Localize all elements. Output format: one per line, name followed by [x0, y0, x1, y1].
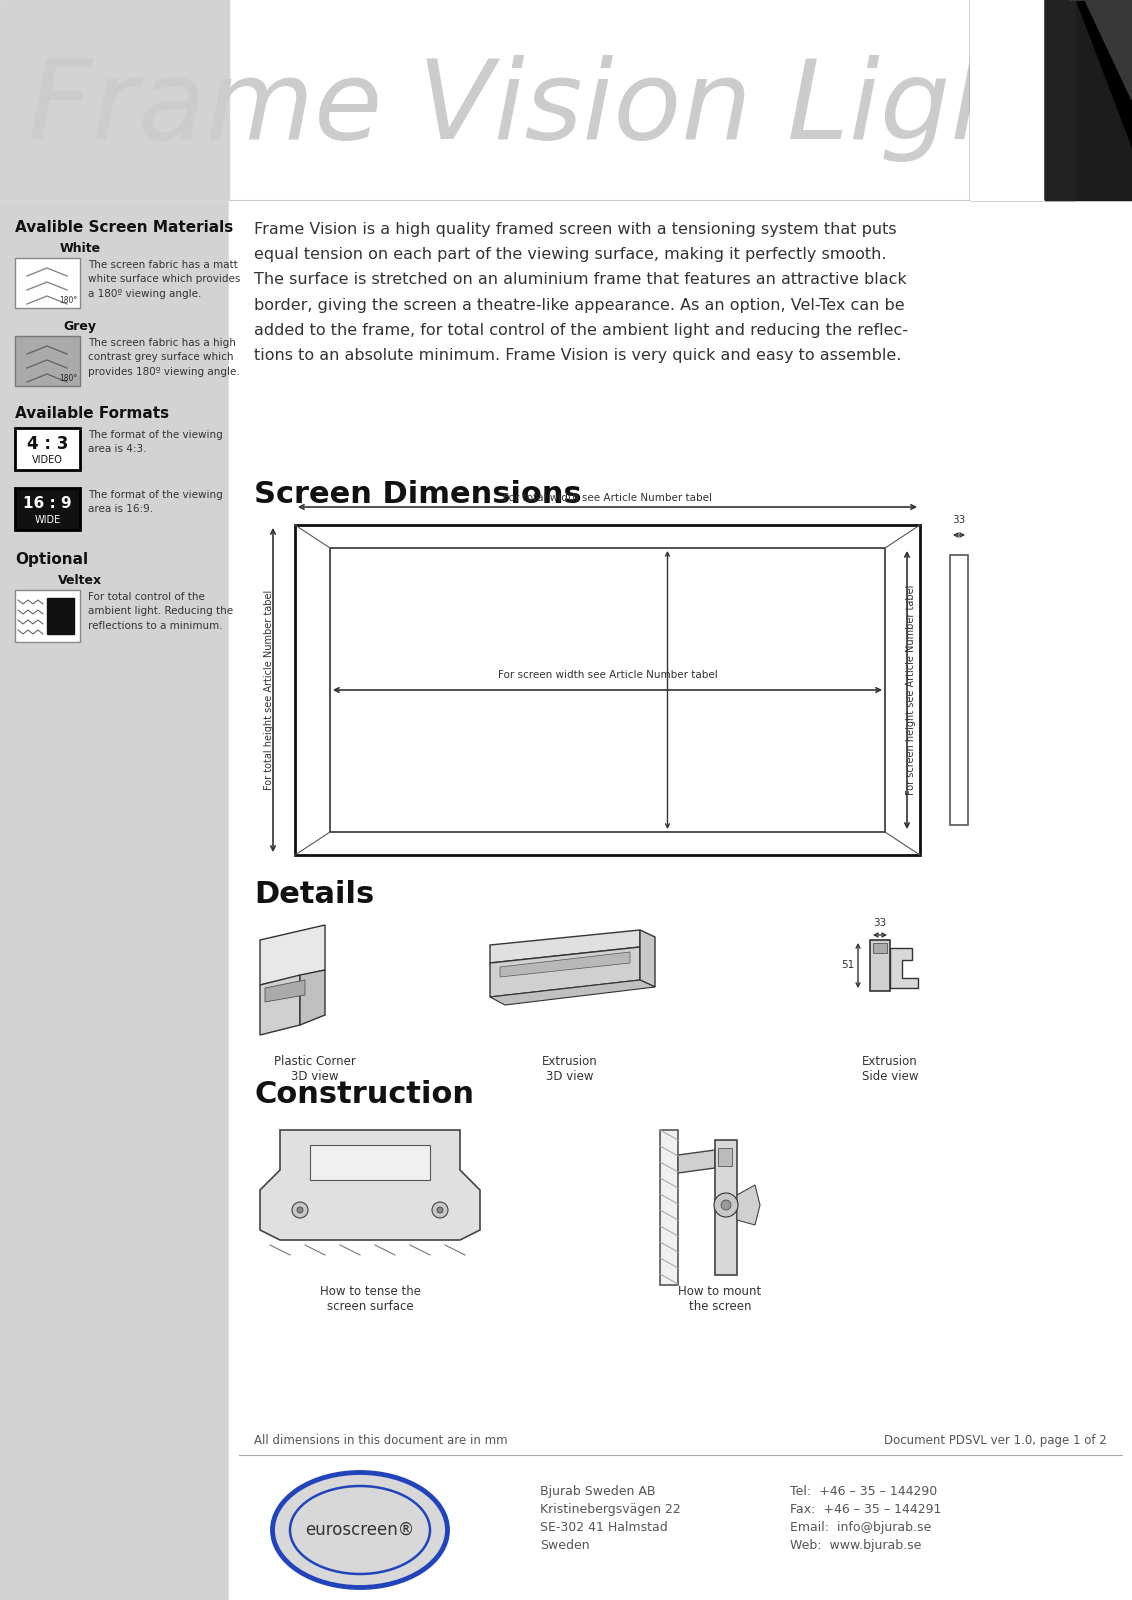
Polygon shape [1045, 0, 1075, 200]
Text: euroscreen®: euroscreen® [306, 1522, 414, 1539]
Text: Construction: Construction [254, 1080, 474, 1109]
Bar [871, 939, 890, 990]
Bar [331, 547, 885, 832]
Text: For screen height see Article Number tabel: For screen height see Article Number tab… [906, 586, 916, 795]
Text: Grey: Grey [63, 320, 96, 333]
Ellipse shape [273, 1472, 447, 1587]
Bar [48, 598, 74, 634]
Bar [15, 336, 80, 386]
Polygon shape [970, 0, 1045, 200]
Text: 33: 33 [874, 918, 886, 928]
Text: Email:  info@bjurab.se: Email: info@bjurab.se [790, 1522, 932, 1534]
Text: Screen Dimensions: Screen Dimensions [254, 480, 582, 509]
Polygon shape [490, 930, 640, 963]
Text: Extrusion
Side view: Extrusion Side view [861, 1054, 918, 1083]
Text: For screen width see Article Number tabel: For screen width see Article Number tabe… [498, 670, 718, 680]
Text: Details: Details [254, 880, 375, 909]
Text: White: White [60, 242, 101, 254]
Bar [0, 0, 1132, 200]
Polygon shape [260, 1130, 480, 1240]
Circle shape [714, 1194, 738, 1218]
Circle shape [432, 1202, 448, 1218]
Text: Frame Vision is a high quality framed screen with a tensioning system that puts
: Frame Vision is a high quality framed sc… [254, 222, 908, 363]
Bar [873, 942, 887, 954]
Text: How to mount
the screen: How to mount the screen [678, 1285, 762, 1314]
Text: Bjurab Sweden AB: Bjurab Sweden AB [540, 1485, 655, 1498]
Polygon shape [640, 930, 655, 987]
Text: 4 : 3: 4 : 3 [27, 435, 68, 453]
Text: 16 : 9: 16 : 9 [23, 496, 71, 512]
Bar [15, 427, 80, 470]
Text: WIDE: WIDE [34, 515, 61, 525]
Bar [950, 555, 968, 826]
Polygon shape [260, 974, 300, 1035]
Polygon shape [1045, 0, 1132, 200]
Text: Plastic Corner
3D view: Plastic Corner 3D view [274, 1054, 355, 1083]
Polygon shape [490, 947, 640, 997]
Text: All dimensions in this document are in mm: All dimensions in this document are in m… [254, 1434, 507, 1446]
Bar [970, 0, 1132, 200]
Bar [715, 1139, 737, 1275]
Text: How to tense the
screen surface: How to tense the screen surface [319, 1285, 420, 1314]
Text: 180°: 180° [59, 374, 77, 382]
Polygon shape [265, 979, 305, 1002]
Circle shape [721, 1200, 731, 1210]
Polygon shape [678, 1150, 715, 1173]
Bar [229, 0, 1132, 1600]
Text: VIDEO: VIDEO [32, 454, 63, 466]
Bar [0, 0, 229, 1600]
Bar [0, 0, 229, 200]
Text: Kristinebergsvägen 22: Kristinebergsvägen 22 [540, 1502, 680, 1517]
Text: The format of the viewing
area is 16:9.: The format of the viewing area is 16:9. [88, 490, 223, 515]
Text: Avalible Screen Materials: Avalible Screen Materials [15, 219, 233, 235]
Text: 51: 51 [841, 960, 855, 970]
Circle shape [297, 1206, 303, 1213]
Text: SE-302 41 Halmstad: SE-302 41 Halmstad [540, 1522, 668, 1534]
Polygon shape [500, 952, 631, 978]
Bar [660, 1130, 678, 1285]
Text: For total control of the
ambient light. Reducing the
reflections to a minimum.: For total control of the ambient light. … [88, 592, 233, 630]
Polygon shape [737, 1186, 760, 1226]
Text: Sweden: Sweden [540, 1539, 590, 1552]
Text: 180°: 180° [59, 296, 77, 306]
Bar [15, 488, 80, 530]
Text: Document PDSVL ver 1.0, page 1 of 2: Document PDSVL ver 1.0, page 1 of 2 [884, 1434, 1107, 1446]
Polygon shape [890, 947, 918, 987]
Polygon shape [300, 970, 325, 1026]
Text: The format of the viewing
area is 4:3.: The format of the viewing area is 4:3. [88, 430, 223, 454]
Text: Frame Vision Light: Frame Vision Light [28, 54, 1064, 162]
Polygon shape [260, 925, 325, 986]
Text: For total height see Article Number tabel: For total height see Article Number tabe… [264, 590, 274, 790]
Circle shape [437, 1206, 443, 1213]
Bar [718, 1149, 732, 1166]
Text: The screen fabric has a high
contrast grey surface which
provides 180º viewing a: The screen fabric has a high contrast gr… [88, 338, 240, 376]
Text: Optional: Optional [15, 552, 88, 566]
Circle shape [292, 1202, 308, 1218]
Text: 33: 33 [952, 515, 966, 525]
Text: Available Formats: Available Formats [15, 406, 169, 421]
Polygon shape [310, 1146, 430, 1181]
Bar [295, 525, 920, 854]
Text: Extrusion
3D view: Extrusion 3D view [542, 1054, 598, 1083]
Polygon shape [490, 979, 655, 1005]
Bar [15, 590, 80, 642]
Text: Web:  www.bjurab.se: Web: www.bjurab.se [790, 1539, 921, 1552]
Polygon shape [1070, 0, 1132, 99]
Text: Tel:  +46 – 35 – 144290: Tel: +46 – 35 – 144290 [790, 1485, 937, 1498]
Text: Fax:  +46 – 35 – 144291: Fax: +46 – 35 – 144291 [790, 1502, 942, 1517]
Text: For total width see Article Number tabel: For total width see Article Number tabel [503, 493, 712, 502]
Text: Veltex: Veltex [58, 574, 102, 587]
Text: The screen fabric has a matt
white surface which provides
a 180º viewing angle.: The screen fabric has a matt white surfa… [88, 259, 240, 299]
Bar [15, 258, 80, 307]
